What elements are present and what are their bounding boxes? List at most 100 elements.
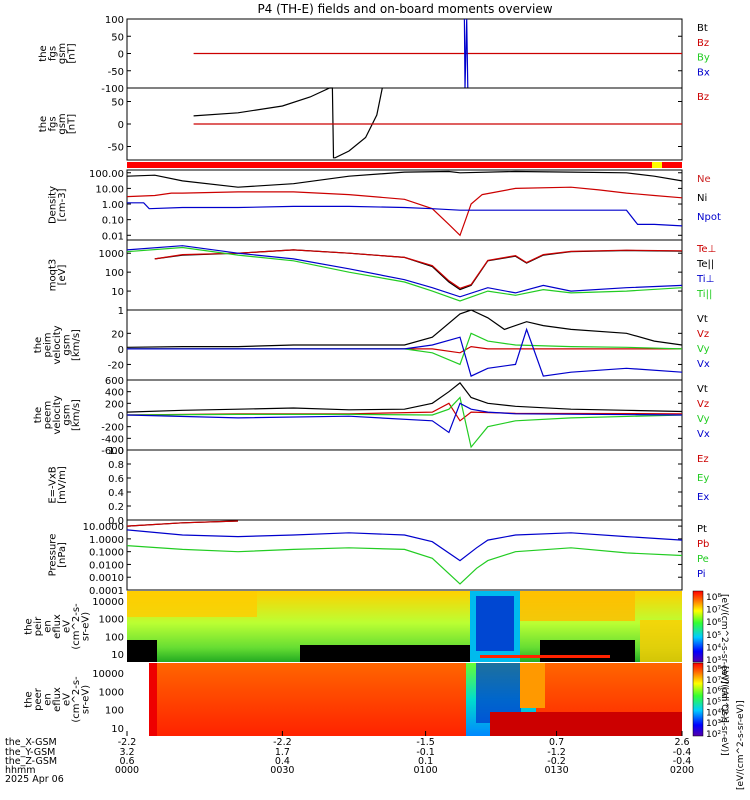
legend-entry: Pi [697,569,706,580]
y-tick-label: 50 [111,32,124,43]
y-axis-label: [nT] [66,114,77,134]
legend-entry: Pt [697,524,707,535]
series-Vx-line [126,402,683,434]
legend-entry: Vy [697,344,710,355]
colorbar-tick-label: 10⁴ [706,708,721,718]
y-axis-label: en [43,693,54,706]
series-Npot-line [127,202,683,227]
x-tick-label: 3.2 [119,747,134,758]
y-axis-label: Pressure [47,534,58,577]
y-axis-label: velocity [52,325,63,364]
y-axis-label: sr-eV) [81,685,92,714]
series-Bx-line [463,18,469,89]
series-Ne-line [126,186,683,237]
x-tick-label: -1.2 [547,747,566,758]
y-tick-label: 0.8 [108,460,124,471]
legend-entry: Ti⊥ [696,274,714,285]
y-tick-label: 0 [118,411,124,422]
colorbar-tick-label: 10⁸ [706,593,721,603]
x-tick-label: -0.2 [547,756,566,767]
x-tick-label: 0030 [270,765,294,776]
y-tick-label: 0.0100 [89,560,124,571]
x-tick-label: 0100 [413,765,437,776]
peir-black-3 [540,640,635,662]
legend-entry: Bz [697,92,709,103]
y-tick-label: 0 [118,345,124,356]
y-tick-label: 10000 [92,597,124,608]
peir-warm-band [127,591,257,617]
y-tick-label: 10.00 [95,184,124,195]
series-Vx-line [127,327,683,377]
legend-entry: Ey [697,473,709,484]
y-tick-label: 1000 [99,615,124,626]
y-tick-label: 100 [105,15,124,26]
legend-entry: Vz [697,329,709,340]
chart-title: P4 (TH-E) fields and on-board moments ov… [257,2,552,16]
series-Ti-line [126,246,683,302]
y-axis-label: the [24,618,35,634]
legend-entry: Bt [697,23,708,34]
legend-entry: Bz [697,38,709,49]
y-tick-label: 0.0001 [89,586,124,597]
peir-black-1 [127,640,157,662]
x-tick-label: 2.6 [674,737,689,748]
legend-entry: Ne [697,174,711,185]
x-axis-row-label: 2025 Apr 06 [5,774,64,785]
colorbar-peer [692,662,704,737]
spectrogram-peer [127,663,682,736]
colorbar-tick-label: 10⁶ [706,618,721,628]
colorbars [692,590,704,737]
y-tick-label: 400 [105,388,124,399]
y-axis-label: (cm^2-s- [71,676,82,723]
y-tick-label: 600 [105,376,124,387]
series-Ni-line [126,170,683,188]
y-tick-label: 0.4 [108,488,124,499]
legend-entry: Ex [697,492,709,503]
y-axis-label: velocity [52,395,63,434]
colorbar-title: [eV/(cm^2-s-sr-eV)] (All Qs)] [719,594,729,723]
legend-entry: Ti|| [696,289,712,300]
x-tick-label: 0.4 [275,756,290,767]
y-tick-label: 0.0 [108,516,124,527]
colorbar-peir [692,590,704,663]
y-tick-label: 0.10 [102,216,124,227]
spectrogram-peir [127,591,682,662]
y-tick-label: 10 [111,650,124,661]
colorbar-tick-label: 10⁷ [706,676,721,686]
y-axis-label: gsm [62,334,73,355]
y-tick-label: -600 [101,446,124,457]
colorbar-tick-label: 10⁶ [706,687,721,697]
x-tick-label: 0130 [544,765,568,776]
colorbar-tick-label: 10⁴ [706,643,721,653]
peer-orange-step [520,663,545,708]
legend-entry: Vz [697,399,709,410]
colorbar-tick-label: 10² [706,730,721,740]
legend-entry: Te|| [696,259,714,270]
peir-gap-core [476,596,514,651]
peir-black-2 [300,645,470,662]
x-axis-row-label: the_X-GSM [5,737,57,748]
y-axis-label: [km/s] [71,329,82,361]
x-tick-label: -0.4 [673,747,692,758]
bottom-right-label: [eV/(cm^2-s-sr-eV)] [736,700,746,790]
x-tick-label: -2.2 [273,737,292,748]
y-tick-label: 100.00 [89,169,124,180]
panel-pressure: 10.0000 1.0000 0.10000.0100 0.0010 0.0001 Pre… [47,519,709,597]
panel-density: 100.00 10.00 1.00 0.10 0.01 Density[cm-3] Ne Ni… [47,169,721,243]
y-axis-label: peir [33,616,44,636]
panel-temperature: 1000 100 10 1 moqt3[eV] Te⊥ Te|| Ti⊥ Ti|| [47,239,716,317]
x-axis-row-label: the_Y-GSM [5,747,55,758]
y-tick-label: 10 [111,724,124,735]
series-Vz-line [126,402,683,422]
panels: 100500-50-100thefgsgsm[nT]BtBzByBx500-50… [24,15,721,735]
y-axis-label: en [43,620,54,633]
legend-entry: Te⊥ [696,244,716,255]
y-tick-label: -50 [108,143,124,154]
legend-entry: Vx [697,429,710,440]
y-tick-label: 0.0010 [89,573,124,584]
y-tick-label: 1000 [99,249,124,260]
panel-frame [126,169,683,241]
series-Pe-line [126,545,683,585]
y-axis-label: eV [62,693,73,706]
